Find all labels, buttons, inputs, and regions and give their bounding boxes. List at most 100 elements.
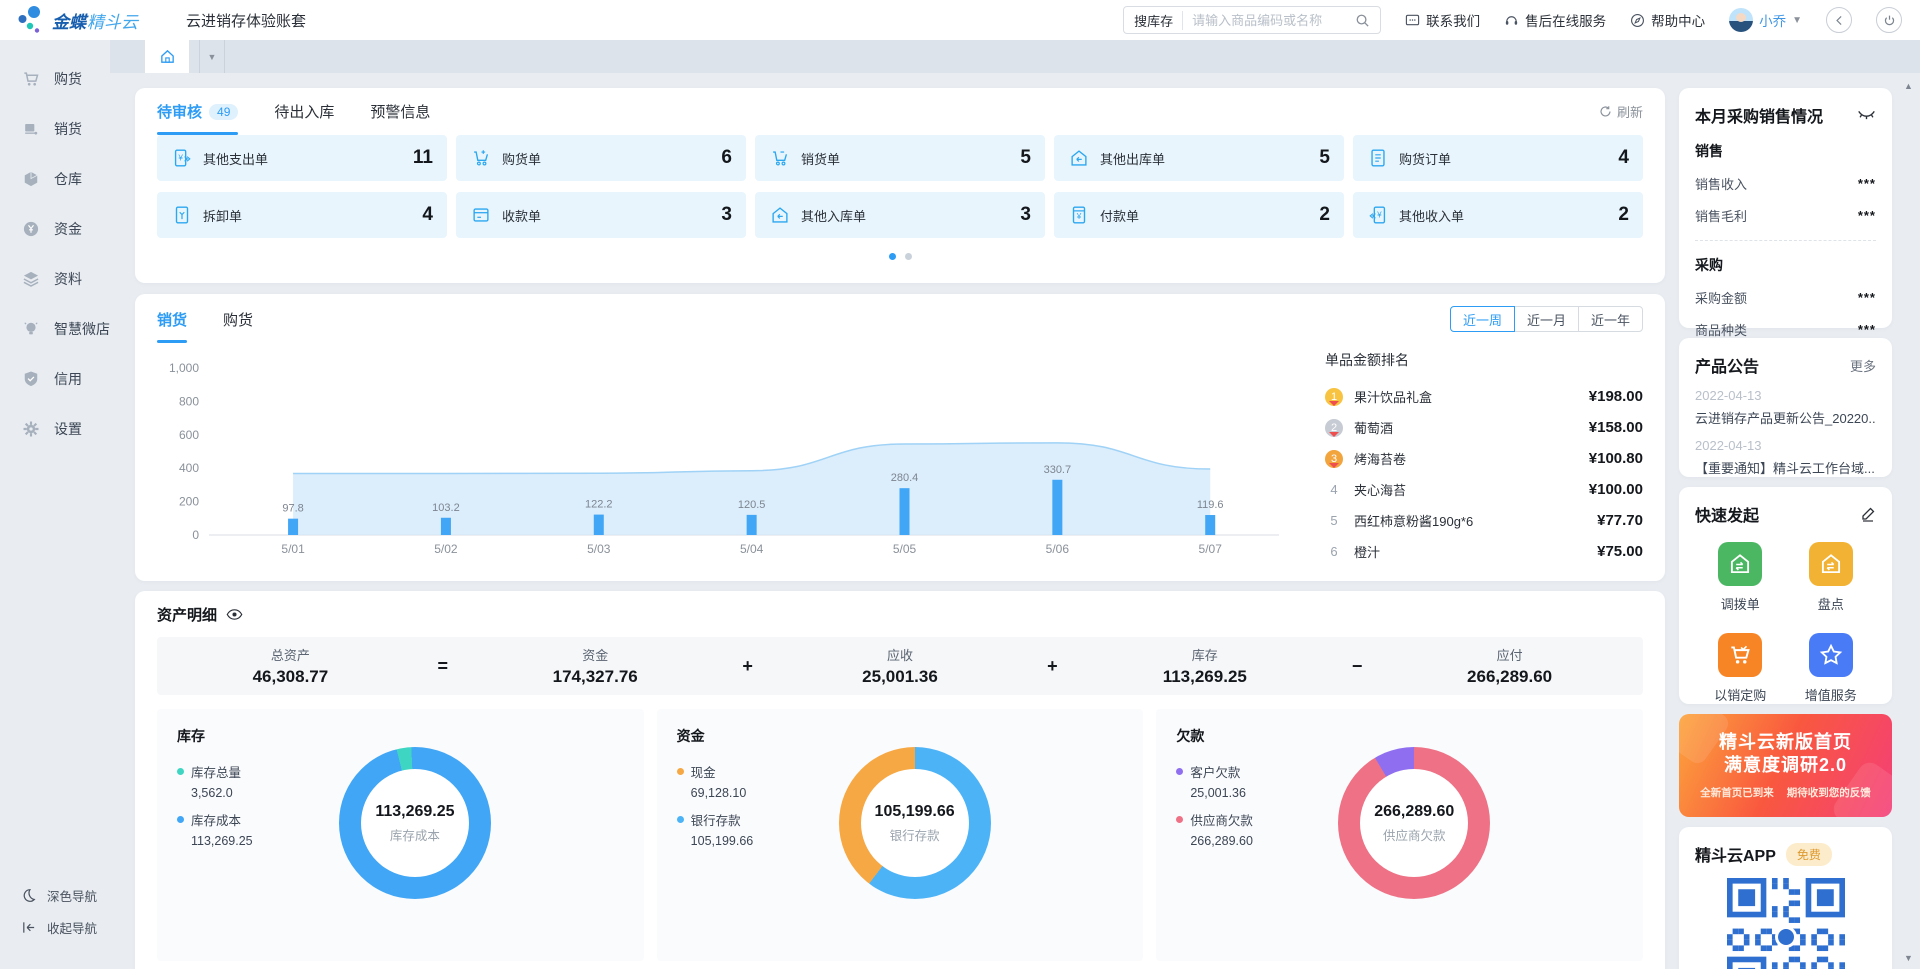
todo-card-other-expense[interactable]: ¥ 其他支出单 11 bbox=[157, 135, 447, 181]
announcements-title: 产品公告 bbox=[1695, 353, 1759, 377]
pencil-icon[interactable] bbox=[1860, 506, 1876, 522]
sidebar-item-funds[interactable]: 资金 bbox=[0, 204, 110, 254]
tab-sales-trend[interactable]: 销货 bbox=[157, 296, 187, 343]
house-transfer-icon bbox=[1727, 551, 1753, 577]
eye-closed-icon[interactable] bbox=[1857, 110, 1876, 121]
announcement-item-2[interactable]: 2022-04-13 【重要通知】精斗云工作台域... bbox=[1695, 438, 1876, 477]
todo-card-sales-bill[interactable]: 销货单 5 bbox=[755, 135, 1045, 181]
quick-stocktake[interactable]: 盘点 bbox=[1786, 542, 1877, 613]
tab-pending-review[interactable]: 待审核 49 bbox=[157, 88, 238, 135]
inventory-search: 搜库存 bbox=[1123, 6, 1381, 34]
equation-inventory: 库存 113,269.25 bbox=[1071, 645, 1338, 687]
ranking-row-4[interactable]: 4 夹心海苔 ¥100.00 bbox=[1325, 474, 1643, 505]
house-out-icon bbox=[1068, 147, 1090, 169]
svg-text:280.4: 280.4 bbox=[891, 472, 919, 484]
user-name: 小乔 bbox=[1759, 10, 1786, 30]
svg-text:¥: ¥ bbox=[177, 153, 183, 162]
more-announcements-link[interactable]: 更多 bbox=[1850, 356, 1876, 375]
inventory-donut-panel: 库存 库存总量 3,562.0 库存成本 113,269.25 113,269.… bbox=[157, 709, 644, 961]
ranking-row-3[interactable]: 3 烤海苔卷 ¥100.80 bbox=[1325, 443, 1643, 474]
debt-donut-panel: 欠款 客户欠款 25,001.36 供应商欠款 266,289.60 266,2… bbox=[1156, 709, 1643, 961]
monthly-panel-title: 本月采购销售情况 bbox=[1695, 103, 1823, 127]
svg-text:200: 200 bbox=[179, 495, 199, 509]
tab-alerts[interactable]: 预警信息 bbox=[370, 88, 430, 135]
survey-banner[interactable]: 精斗云新版首页 满意度调研2.0 全新首页已到来 期待收到您的反馈 bbox=[1679, 714, 1892, 817]
todo-card-receipt[interactable]: 收款单 3 bbox=[456, 192, 746, 238]
collapse-nav-button[interactable]: 收起导航 bbox=[0, 911, 110, 943]
payment-doc-icon: ¥ bbox=[1068, 204, 1090, 226]
range-last-week[interactable]: 近一周 bbox=[1450, 306, 1515, 332]
sidebar-item-warehouse[interactable]: 仓库 bbox=[0, 154, 110, 204]
sidebar-item-credit[interactable]: 信用 bbox=[0, 354, 110, 404]
help-center-link[interactable]: 帮助中心 bbox=[1630, 10, 1705, 30]
yuan-circle-icon bbox=[21, 219, 41, 239]
purchase-amount-row: 采购金额*** bbox=[1695, 288, 1876, 307]
svg-text:5/02: 5/02 bbox=[434, 542, 458, 556]
ranking-row-5[interactable]: 5 西红柿意粉酱190g*6 ¥77.70 bbox=[1325, 505, 1643, 536]
ranking-row-6[interactable]: 6 橙汁 ¥75.00 bbox=[1325, 536, 1643, 567]
power-button[interactable] bbox=[1876, 7, 1902, 33]
sidebar-item-smart-store[interactable]: 智慧微店 bbox=[0, 304, 110, 354]
svg-text:¥: ¥ bbox=[1376, 210, 1382, 219]
sidebar-item-data[interactable]: 资料 bbox=[0, 254, 110, 304]
refresh-icon bbox=[1599, 105, 1612, 118]
todo-card-other-outbound[interactable]: 其他出库单 5 bbox=[1054, 135, 1344, 181]
todo-card-purchase-bill[interactable]: 购货单 6 bbox=[456, 135, 746, 181]
eye-icon[interactable] bbox=[226, 608, 243, 621]
range-last-month[interactable]: 近一月 bbox=[1514, 306, 1579, 332]
tab-purchase-trend[interactable]: 购货 bbox=[223, 296, 253, 343]
sidebar-nav: 购货 销货 仓库 资金 资料 智慧微店 bbox=[0, 40, 110, 969]
help-compass-icon bbox=[1630, 13, 1645, 28]
collapse-left-icon bbox=[21, 920, 36, 935]
after-sales-service-link[interactable]: 售后在线服务 bbox=[1504, 10, 1606, 30]
user-menu[interactable]: 小乔 ▼ bbox=[1729, 8, 1802, 32]
tab-home[interactable] bbox=[145, 40, 189, 73]
sidebar-item-sales[interactable]: 销货 bbox=[0, 104, 110, 154]
quick-value-added-services[interactable]: 增值服务 bbox=[1786, 633, 1877, 704]
range-last-year[interactable]: 近一年 bbox=[1578, 306, 1643, 332]
todo-card-other-inbound[interactable]: 其他入库单 3 bbox=[755, 192, 1045, 238]
todo-card-payment[interactable]: ¥ 付款单 2 bbox=[1054, 192, 1344, 238]
banner-title-line1: 精斗云新版首页 bbox=[1719, 731, 1852, 754]
ranking-row-1[interactable]: 1 果汁饮品礼盒 ¥198.00 bbox=[1325, 381, 1643, 412]
product-types-row: 商品种类*** bbox=[1695, 320, 1876, 339]
house-in-icon bbox=[769, 204, 791, 226]
debt-donut-chart: 266,289.60 供应商欠款 bbox=[1338, 747, 1490, 899]
announcement-item-1[interactable]: 2022-04-13 云进销存产品更新公告_20220... bbox=[1695, 388, 1876, 427]
cart-plus-icon bbox=[470, 147, 492, 169]
scroll-down-button[interactable]: ▼ bbox=[1901, 950, 1916, 965]
todo-card-disassembly[interactable]: 拆卸单 4 bbox=[157, 192, 447, 238]
todo-card-other-income[interactable]: ¥ 其他收入单 2 bbox=[1353, 192, 1643, 238]
main-content: ▲ ▼ 待审核 49 待出入库 预警信息 刷新 bbox=[110, 73, 1920, 969]
scroll-up-button[interactable]: ▲ bbox=[1901, 78, 1916, 93]
todo-card-purchase-order[interactable]: 购货订单 4 bbox=[1353, 135, 1643, 181]
sidebar-item-purchase[interactable]: 购货 bbox=[0, 54, 110, 104]
ranking-row-2[interactable]: 2 葡萄酒 ¥158.00 bbox=[1325, 412, 1643, 443]
quick-transfer-order[interactable]: 调拨单 bbox=[1695, 542, 1786, 613]
headset-icon bbox=[1504, 13, 1519, 28]
contact-us-link[interactable]: 联系我们 bbox=[1405, 10, 1480, 30]
banner-subtitle-1: 全新首页已到来 bbox=[1700, 785, 1774, 800]
pagination-dot-1[interactable] bbox=[889, 253, 896, 260]
account-title: 云进销存体验账套 bbox=[186, 10, 306, 31]
svg-text:97.8: 97.8 bbox=[282, 503, 303, 515]
sidebar-item-settings[interactable]: 设置 bbox=[0, 404, 110, 454]
brand-logo[interactable]: 金蝶精斗云 bbox=[18, 6, 138, 34]
sales-profit-row: 销售毛利*** bbox=[1695, 206, 1876, 225]
dark-nav-toggle[interactable]: 深色导航 bbox=[0, 879, 110, 911]
svg-text:800: 800 bbox=[179, 394, 199, 408]
search-input[interactable] bbox=[1183, 13, 1355, 28]
back-circle-button[interactable] bbox=[1826, 7, 1852, 33]
equation-total-assets: 总资产 46,308.77 bbox=[157, 645, 424, 687]
quick-purchase-by-sales[interactable]: 以销定购 bbox=[1695, 633, 1786, 704]
tab-pending-inout[interactable]: 待出入库 bbox=[274, 88, 334, 135]
search-icon[interactable] bbox=[1355, 13, 1370, 28]
search-scope-selector[interactable]: 搜库存 bbox=[1134, 11, 1183, 30]
refresh-button[interactable]: 刷新 bbox=[1599, 102, 1643, 121]
tab-list-dropdown[interactable]: ▼ bbox=[199, 40, 225, 73]
equation-receivable: 应收 25,001.36 bbox=[767, 645, 1034, 687]
cart-white-icon bbox=[1727, 642, 1753, 668]
asset-details-title: 资产明细 bbox=[157, 604, 217, 625]
pagination-dot-2[interactable] bbox=[905, 253, 912, 260]
svg-text:5/06: 5/06 bbox=[1046, 542, 1070, 556]
